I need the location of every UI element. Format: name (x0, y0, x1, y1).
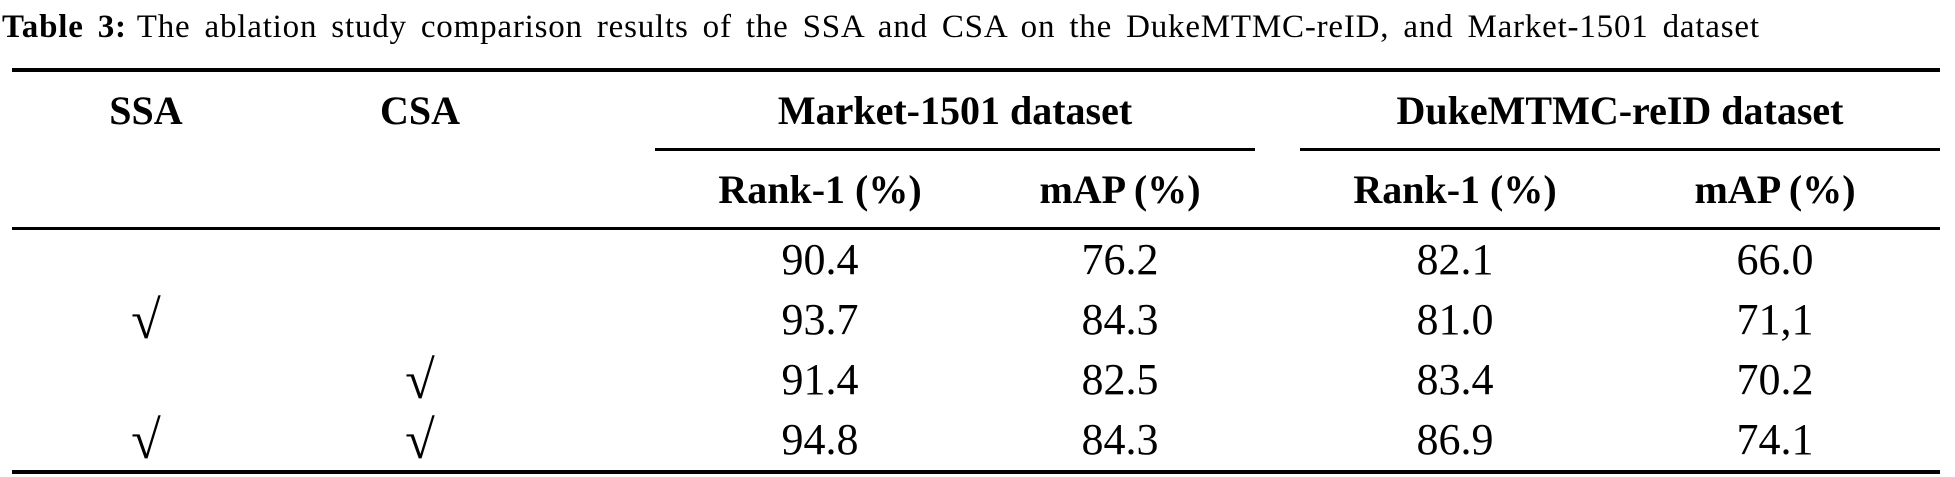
cell-csa-check (280, 290, 560, 350)
table-caption-label: Table 3: (2, 9, 127, 45)
cell-duke-map: 66.0 (1736, 235, 1814, 284)
group-header-market1501: Market-1501 dataset (655, 68, 1256, 151)
spacer-cell (560, 290, 655, 350)
cell-duke-map: 71,1 (1736, 295, 1814, 344)
cell-csa-check: √ (280, 410, 560, 474)
spacer-cell (560, 350, 655, 410)
header-group-row: SSA CSA Market-1501 dataset DukeMTMC-reI… (12, 68, 1941, 151)
group-header-dukemtmc: DukeMTMC-reID dataset (1300, 68, 1941, 151)
subheader-market-rank1: Rank-1 (%) (655, 149, 985, 230)
column-header-csa: CSA (280, 68, 560, 150)
cell-duke-map: 70.2 (1736, 355, 1814, 404)
spacer-cell (1255, 149, 1301, 230)
header-sub-row: Rank-1 (%) mAP (%) Rank-1 (%) mAP (%) (12, 149, 1941, 230)
spacer-cell (560, 410, 655, 474)
cell-duke-map: 74.1 (1610, 410, 1941, 474)
cell-duke-rank1: 82.1 (1416, 235, 1494, 284)
cell-duke-rank1: 81.0 (1416, 295, 1494, 344)
cell-ssa-check: √ (12, 410, 280, 474)
subheader-market-map: mAP (%) (985, 149, 1256, 230)
ablation-table: SSA CSA Market-1501 dataset DukeMTMC-reI… (12, 68, 1941, 474)
spacer-cell (1255, 290, 1300, 350)
spacer-cell (560, 229, 655, 291)
cell-duke-rank1: 83.4 (1416, 355, 1494, 404)
cell-market-rank1: 90.4 (781, 235, 859, 284)
cell-ssa-check (12, 350, 280, 410)
spacer-cell (560, 149, 655, 230)
cell-market-map: 76.2 (1081, 235, 1159, 284)
cell-ssa-check: √ (131, 290, 161, 350)
table-caption-text: The ablation study comparison results of… (136, 9, 1760, 45)
table-body: 90.4 76.2 82.1 66.0 √ 93.7 84.3 81.0 71,1 √ 91.4 82… (12, 229, 1941, 474)
cell-duke-rank1: 86.9 (1300, 410, 1611, 474)
empty-header-cell (12, 149, 280, 230)
table-row: √ √ 94.8 84.3 86.9 74.1 (12, 410, 1941, 474)
spacer-cell (1255, 410, 1301, 474)
cell-market-map: 84.3 (985, 410, 1256, 474)
table-row: √ 91.4 82.5 83.4 70.2 (12, 350, 1940, 410)
cell-market-rank1: 94.8 (655, 410, 985, 474)
spacer-cell (1255, 229, 1300, 291)
cell-csa-check (280, 229, 560, 291)
cell-ssa-check (12, 229, 280, 291)
cell-market-rank1: 93.7 (781, 295, 859, 344)
subheader-duke-rank1: Rank-1 (%) (1300, 149, 1611, 230)
subheader-duke-map: mAP (%) (1610, 149, 1941, 230)
table-row: √ 93.7 84.3 81.0 71,1 (12, 290, 1940, 350)
table-caption: Table 3: The ablation study comparison re… (2, 0, 1955, 68)
column-header-ssa: SSA (12, 68, 280, 150)
cell-market-map: 82.5 (1081, 355, 1159, 404)
spacer-cell (1255, 68, 1301, 150)
table-row: 90.4 76.2 82.1 66.0 (12, 229, 1940, 291)
cell-market-rank1: 91.4 (781, 355, 859, 404)
spacer-cell (560, 68, 655, 150)
empty-header-cell (280, 149, 560, 230)
spacer-cell (1255, 350, 1300, 410)
cell-market-map: 84.3 (1081, 295, 1159, 344)
cell-csa-check: √ (405, 350, 435, 410)
